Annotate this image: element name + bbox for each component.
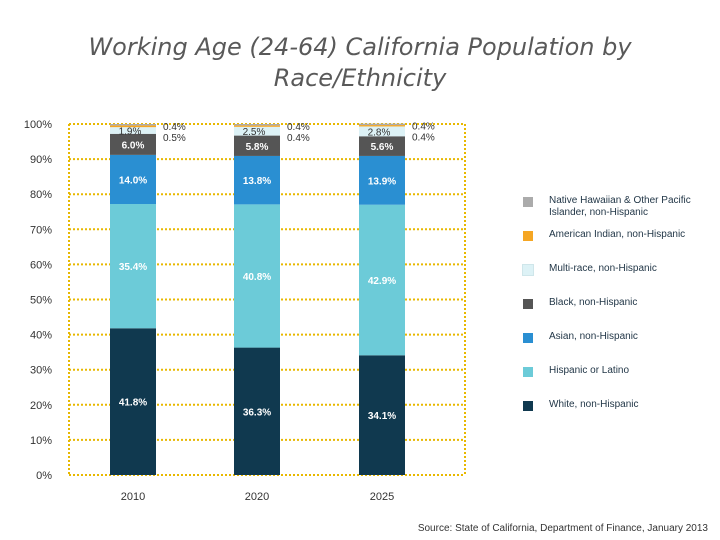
- bar-segment: [110, 204, 156, 329]
- y-tick-label: 0%: [36, 470, 52, 482]
- x-tick-label: 2010: [121, 491, 145, 503]
- legend-item-asian: Asian, non-Hispanic: [523, 331, 718, 365]
- legend-item-white: White, non-Hispanic: [523, 399, 718, 433]
- bar-segment: [359, 123, 405, 126]
- legend-label: Hispanic or Latino: [549, 365, 630, 376]
- y-tick-label: 70%: [30, 224, 52, 236]
- y-tick-label: 60%: [30, 259, 52, 271]
- bar-segment: [234, 347, 280, 475]
- bar-segment: [234, 155, 280, 205]
- legend-swatch: [523, 299, 533, 309]
- legend-item-american-indian: American Indian, non-Hispanic: [523, 229, 718, 263]
- bar-segment: [359, 125, 405, 127]
- data-label: 0.4%: [412, 122, 435, 133]
- data-label: 2.5%: [243, 127, 266, 138]
- data-label: 13.8%: [243, 176, 271, 187]
- bar-segment: [359, 204, 405, 356]
- bar-segment: [234, 124, 280, 126]
- y-tick-label: 20%: [30, 400, 52, 412]
- bar-segment: [359, 136, 405, 156]
- chart-title-line-1: Working Age (24-64) California Populatio…: [88, 33, 632, 61]
- bar-segment: [110, 154, 156, 205]
- chart-title: Working Age (24-64) California Populatio…: [60, 32, 660, 94]
- legend-item-multi-race: Multi-race, non-Hispanic: [522, 263, 718, 297]
- data-label: 34.1%: [368, 411, 396, 422]
- legend-swatch: [523, 367, 533, 377]
- data-label: 41.8%: [119, 398, 147, 409]
- data-label: 1.9%: [119, 126, 142, 137]
- data-label: 2.8%: [368, 127, 391, 138]
- y-tick-label: 30%: [30, 365, 52, 377]
- y-tick-label: 100%: [24, 119, 52, 131]
- data-label: 0.4%: [163, 122, 186, 133]
- legend-label: Asian, non-Hispanic: [549, 331, 638, 342]
- bar-segment: [359, 155, 405, 205]
- legend-label: Black, non-Hispanic: [549, 297, 638, 308]
- bar-segment: [359, 126, 405, 137]
- y-tick-label: 50%: [30, 295, 52, 307]
- data-label: 0.4%: [287, 122, 310, 133]
- legend-label-line-2: Islander, non-Hispanic: [549, 207, 648, 218]
- chart-title-line-2: Race/Ethnicity: [273, 64, 447, 92]
- x-tick-label: 2020: [245, 491, 269, 503]
- x-tick-label: 2025: [370, 491, 394, 503]
- bar-segment: [234, 135, 280, 156]
- bar-segment: [110, 328, 156, 475]
- legend-label: American Indian, non-Hispanic: [549, 229, 686, 240]
- legend-swatch: [523, 333, 533, 343]
- y-tick-label: 40%: [30, 330, 52, 342]
- data-label: 0.5%: [163, 133, 186, 144]
- data-label: 0.4%: [412, 133, 435, 144]
- data-label: 5.8%: [246, 142, 269, 153]
- data-label: 40.8%: [243, 272, 271, 283]
- bar-segment: [110, 124, 156, 126]
- legend-swatch: [523, 231, 533, 241]
- legend-label: Multi-race, non-Hispanic: [549, 263, 657, 274]
- bar-segment: [110, 127, 156, 134]
- bar-segment: [234, 125, 280, 127]
- bar-segment: [110, 125, 156, 128]
- legend-label: White, non-Hispanic: [549, 399, 639, 410]
- legend-item-native-hawaiian: Native Hawaiian & Other Pacific Islander…: [523, 195, 718, 229]
- chart-legend: Native Hawaiian & Other Pacific Islander…: [522, 195, 718, 433]
- legend-swatch: [523, 401, 533, 411]
- data-label: 36.3%: [243, 407, 271, 418]
- legend-label-line-1: Native Hawaiian & Other Pacific: [549, 195, 691, 206]
- data-label: 35.4%: [119, 262, 147, 273]
- data-label: 13.9%: [368, 176, 396, 187]
- legend-swatch: [522, 264, 534, 276]
- bar-segment: [110, 133, 156, 155]
- legend-item-hispanic: Hispanic or Latino: [523, 365, 718, 399]
- legend-swatch: [523, 197, 533, 207]
- y-tick-label: 10%: [30, 435, 52, 447]
- legend-item-black: Black, non-Hispanic: [523, 297, 718, 331]
- data-label: 42.9%: [368, 276, 396, 287]
- source-note: Source: State of California, Department …: [417, 523, 708, 534]
- data-label: 6.0%: [122, 140, 145, 151]
- y-tick-label: 90%: [30, 154, 52, 166]
- data-label: 5.6%: [371, 142, 394, 153]
- data-label: 14.0%: [119, 175, 147, 186]
- data-label: 0.4%: [287, 133, 310, 144]
- bar-segment: [359, 355, 405, 475]
- y-tick-label: 80%: [30, 189, 52, 201]
- bar-segment: [234, 126, 280, 136]
- bar-segment: [234, 204, 280, 348]
